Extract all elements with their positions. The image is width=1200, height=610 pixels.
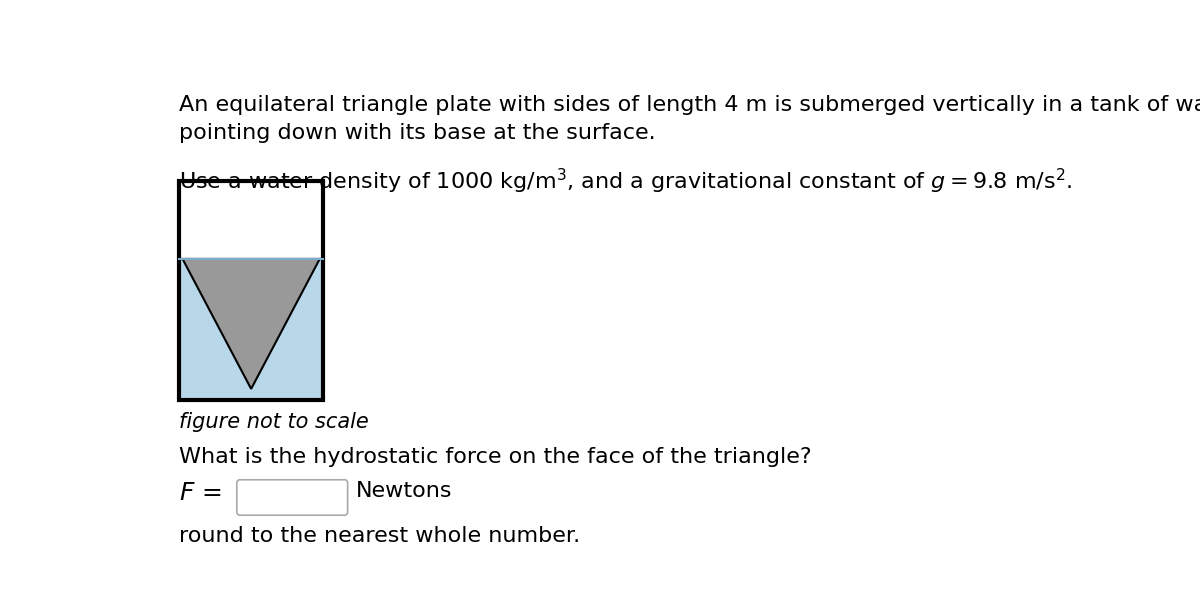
Text: round to the nearest whole number.: round to the nearest whole number. [180, 526, 581, 546]
Text: figure not to scale: figure not to scale [180, 412, 370, 432]
FancyBboxPatch shape [236, 479, 348, 515]
Text: What is the hydrostatic force on the face of the triangle?: What is the hydrostatic force on the fac… [180, 447, 812, 467]
Bar [180, 181, 323, 400]
Text: Use a water density of 1000 kg/m$^3$, and a gravitational constant of $g = 9.8$ : Use a water density of 1000 kg/m$^3$, an… [180, 167, 1073, 196]
Polygon shape [182, 259, 319, 389]
Text: Newtons: Newtons [356, 481, 452, 501]
Text: pointing down with its base at the surface.: pointing down with its base at the surfa… [180, 123, 656, 143]
Text: $\mathbf{\mathit{F}}$ =: $\mathbf{\mathit{F}}$ = [180, 481, 222, 505]
Text: An equilateral triangle plate with sides of length 4 m is submerged vertically i: An equilateral triangle plate with sides… [180, 95, 1200, 115]
Bar [180, 259, 323, 400]
